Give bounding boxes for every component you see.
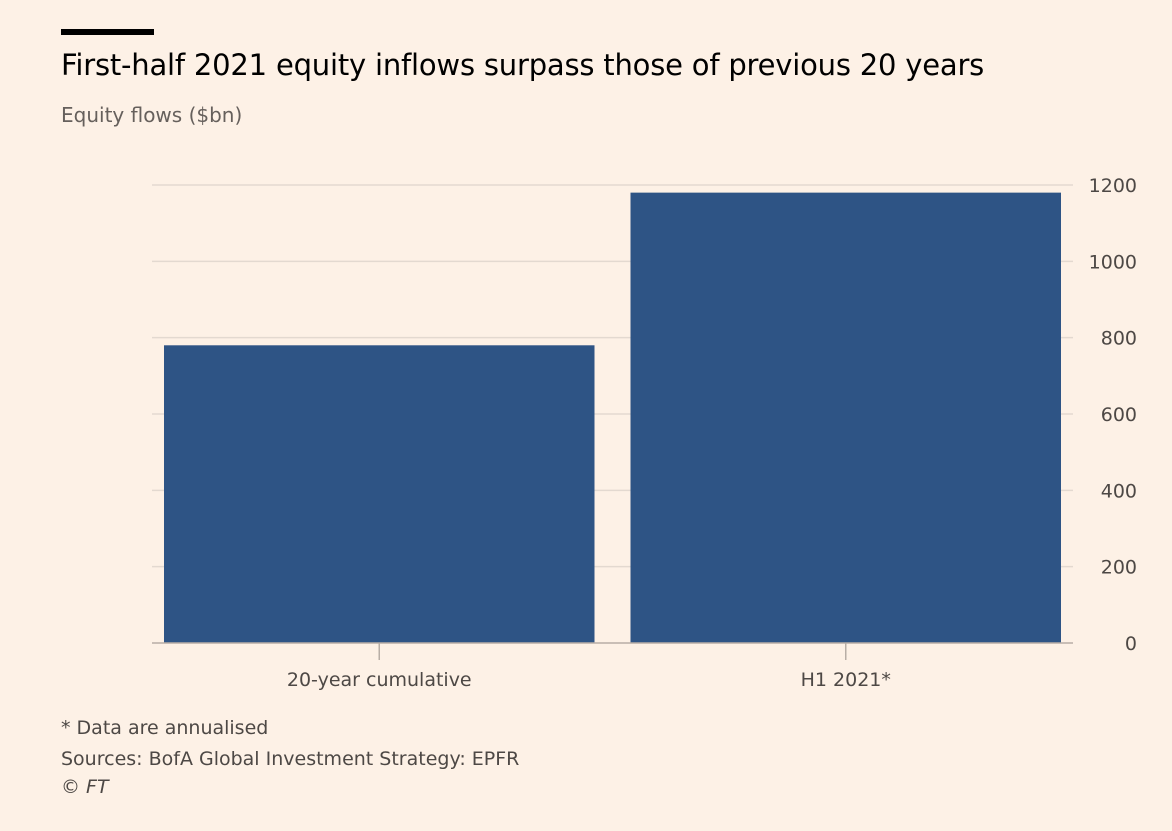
x-tick-label: 20-year cumulative xyxy=(287,669,472,691)
x-tick-label: H1 2021* xyxy=(801,669,891,691)
copyright: © FT xyxy=(61,776,109,798)
sources-note: Sources: BofA Global Investment Strategy… xyxy=(61,748,520,770)
y-tick-label: 800 xyxy=(1101,328,1137,350)
y-tick-label: 1200 xyxy=(1089,175,1137,197)
y-axis-tick-labels: 0 200 400 600 800 1000 1200 xyxy=(1089,175,1137,655)
x-axis-tick-labels: 20-year cumulative H1 2021* xyxy=(287,669,891,691)
y-tick-label: 400 xyxy=(1101,480,1137,502)
bar xyxy=(164,345,595,643)
footnote: * Data are annualised xyxy=(61,717,269,739)
chart-subtitle: Equity flows ($bn) xyxy=(61,103,243,127)
y-tick-label: 200 xyxy=(1101,557,1137,579)
x-axis xyxy=(152,642,1073,660)
y-tick-label: 600 xyxy=(1101,404,1137,426)
y-tick-label: 0 xyxy=(1125,633,1137,655)
bar-chart: 0 200 400 600 800 1000 1200 20-year cumulative… xyxy=(152,175,1137,691)
y-tick-label: 1000 xyxy=(1089,251,1137,273)
bar xyxy=(630,192,1061,643)
bars xyxy=(164,192,1061,643)
title-accent-rule xyxy=(61,29,154,35)
chart-title: First-half 2021 equity inflows surpass t… xyxy=(61,48,985,82)
